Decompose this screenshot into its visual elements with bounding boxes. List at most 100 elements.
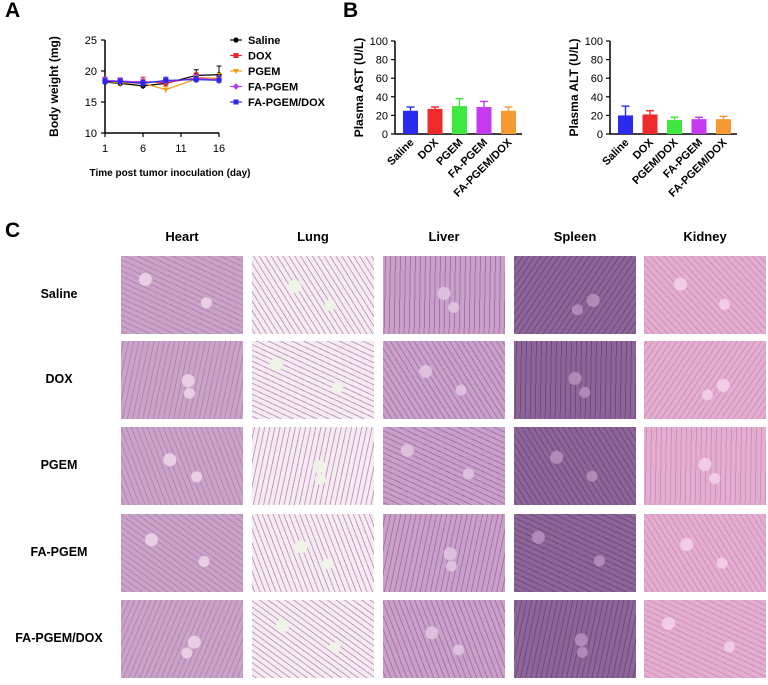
data-point [102, 79, 108, 85]
column-label-kidney: Kidney [683, 229, 727, 244]
histology-image-heart-fa-pgem [121, 514, 243, 592]
histology-image-spleen-pgem [514, 427, 636, 505]
series-line [105, 79, 220, 85]
y-axis-title: Plasma ALT (U/L) [567, 38, 581, 136]
histology-image-heart-fa-pgem-dox [121, 600, 243, 678]
alt-bar [667, 120, 682, 134]
x-tick-label: 1 [102, 143, 108, 155]
legend-label: Saline [248, 35, 280, 47]
row-label-pgem: PGEM [40, 458, 78, 472]
x-tick-label: 6 [140, 143, 146, 155]
legend-label: PGEM [248, 66, 280, 78]
histology-image-heart-dox [121, 341, 243, 419]
column-label-liver: Liver [428, 229, 460, 244]
y-tick-label: 100 [585, 36, 603, 48]
panel-label-c: C [5, 219, 21, 242]
legend-label: FA-PGEM [248, 82, 298, 94]
x-axis-title: Time post tumor inoculation (day) [90, 168, 251, 179]
histology-image-spleen-fa-pgem [514, 514, 636, 592]
alt-bar [618, 115, 633, 134]
legend-label: FA-PGEM/DOX [248, 97, 326, 109]
data-point [233, 37, 239, 43]
histology-image-kidney-fa-pgem-dox [644, 600, 766, 678]
y-tick-label: 10 [85, 128, 97, 140]
ast-bar [476, 107, 492, 134]
y-tick-label: 100 [370, 36, 388, 48]
histology-image-liver-pgem [383, 427, 505, 505]
panel-label-a: A [5, 0, 21, 22]
category-label: Saline [600, 137, 631, 168]
data-point [233, 69, 239, 74]
column-label-lung: Lung [297, 229, 329, 244]
legend-item: FA-PGEM [230, 82, 298, 94]
histology-image-heart-pgem [121, 427, 243, 505]
data-point [232, 83, 240, 90]
ast-bar [501, 110, 516, 134]
histology-image-spleen-fa-pgem-dox [514, 600, 636, 678]
legend-item: FA-PGEM/DOX [230, 97, 326, 109]
column-label-heart: Heart [165, 229, 199, 244]
histology-image-kidney-saline [644, 256, 766, 334]
y-tick-label: 40 [591, 92, 603, 104]
y-tick-label: 0 [597, 129, 603, 141]
x-tick-label: 11 [175, 143, 186, 155]
y-tick-label: 20 [376, 110, 388, 122]
histology-image-lung-fa-pgem [252, 514, 374, 592]
histology-image-lung-saline [252, 256, 374, 334]
histology-image-lung-dox [252, 341, 374, 419]
histology-image-liver-saline [383, 256, 505, 334]
data-point [233, 99, 239, 105]
histology-image-lung-pgem [252, 427, 374, 505]
alt-bar [642, 114, 658, 134]
data-point [140, 80, 146, 86]
y-axis-title: Plasma AST (U/L) [352, 38, 366, 138]
data-point [193, 77, 199, 83]
legend-item: DOX [230, 51, 273, 63]
row-label-fa-pgem-dox: FA-PGEM/DOX [15, 631, 103, 645]
histology-image-kidney-dox [644, 341, 766, 419]
row-label-saline: Saline [40, 287, 78, 301]
histology-image-heart-saline [121, 256, 243, 334]
y-tick-label: 40 [376, 92, 388, 104]
histology-image-liver-fa-pgem-dox [383, 600, 505, 678]
histology-image-spleen-saline [514, 256, 636, 334]
ast-bar [452, 106, 467, 134]
y-tick-label: 0 [382, 129, 388, 141]
y-tick-label: 15 [85, 97, 97, 109]
ast-bar [403, 110, 418, 134]
y-tick-label: 25 [85, 35, 97, 47]
y-tick-label: 80 [591, 55, 603, 67]
y-tick-label: 80 [376, 55, 388, 67]
series-4 [102, 76, 222, 87]
y-tick-label: 20 [85, 66, 97, 78]
data-point [163, 77, 169, 83]
alt-bar [691, 119, 707, 134]
y-tick-label: 60 [376, 73, 388, 85]
histology-image-kidney-fa-pgem [644, 514, 766, 592]
histology-image-liver-fa-pgem [383, 514, 505, 592]
legend-item: PGEM [230, 66, 280, 78]
ast-bar [427, 108, 443, 134]
data-point [117, 79, 123, 85]
data-point [162, 87, 169, 93]
data-point [216, 77, 222, 83]
column-label-spleen: Spleen [553, 229, 597, 244]
histology-image-kidney-pgem [644, 427, 766, 505]
row-label-dox: DOX [45, 372, 73, 386]
row-label-fa-pgem: FA-PGEM [30, 545, 88, 559]
histology-image-lung-fa-pgem-dox [252, 600, 374, 678]
x-tick-label: 16 [213, 143, 225, 155]
alt-bar [716, 119, 731, 134]
y-tick-label: 60 [591, 73, 603, 85]
legend-item: Saline [230, 35, 280, 47]
histology-image-spleen-dox [514, 341, 636, 419]
y-tick-label: 20 [591, 110, 603, 122]
y-axis-title: Body weight (mg) [47, 36, 61, 137]
histology-image-liver-dox [383, 341, 505, 419]
data-point [233, 53, 239, 58]
legend-label: DOX [248, 51, 273, 63]
category-label: Saline [385, 137, 416, 168]
